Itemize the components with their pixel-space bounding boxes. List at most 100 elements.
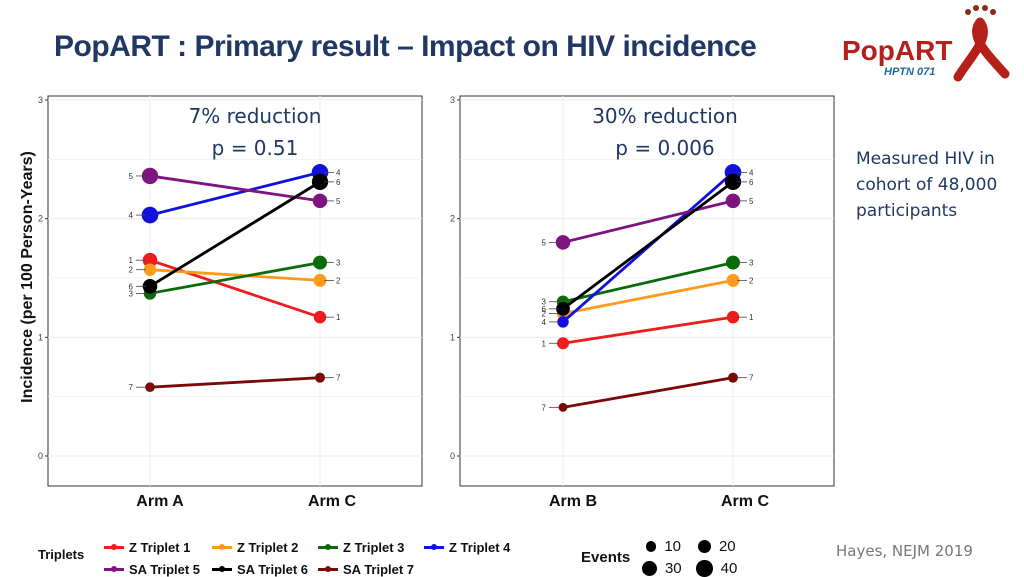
legend-swatch — [212, 544, 232, 550]
plot-frame — [47, 95, 423, 487]
x-category-label: Arm C — [721, 493, 769, 510]
legend-label: Z Triplet 4 — [449, 540, 511, 555]
data-label: 6 — [129, 282, 134, 291]
data-label: 3 — [336, 259, 341, 268]
series-line — [562, 171, 734, 323]
series-line — [149, 261, 321, 295]
data-label: 3 — [542, 298, 547, 307]
events-size-dot — [642, 561, 657, 576]
legend-item: Z Triplet 4 — [424, 540, 510, 555]
data-label: 7 — [336, 374, 341, 383]
data-label: 7 — [749, 374, 754, 383]
data-point — [558, 402, 568, 412]
legend-label: SA Triplet 5 — [129, 562, 201, 577]
x-category-label: Arm B — [549, 493, 597, 510]
data-point — [143, 263, 157, 276]
data-point — [557, 337, 569, 350]
logo-text: PopART — [842, 35, 952, 66]
data-point — [313, 310, 327, 324]
series-line — [562, 376, 734, 409]
y-tick-label: 1 — [450, 332, 455, 342]
series-line — [562, 278, 734, 315]
data-label: 5 — [336, 197, 341, 206]
data-label: 4 — [336, 168, 341, 177]
data-point — [555, 235, 571, 250]
data-point — [557, 316, 569, 328]
annotation-text: 7% reduction — [189, 104, 322, 128]
data-label: 4 — [129, 211, 134, 220]
data-label: 4 — [542, 318, 547, 327]
data-label: 7 — [129, 383, 134, 392]
data-label: 7 — [542, 403, 547, 412]
events-legend-item: 40 — [696, 560, 737, 577]
y-tick-label: 2 — [450, 214, 455, 224]
legend-item: Z Triplet 3 — [318, 540, 404, 555]
citation: Hayes, NEJM 2019 — [836, 542, 973, 560]
legend-swatch — [318, 544, 338, 550]
series-line — [562, 315, 734, 345]
data-point — [141, 167, 159, 185]
annotation-text: p = 0.51 — [212, 136, 299, 160]
data-point — [725, 193, 741, 209]
data-point — [728, 372, 738, 383]
data-point — [726, 310, 740, 324]
legend-title: Triplets — [38, 547, 85, 562]
y-tick-label: 2 — [38, 214, 43, 224]
data-label: 5 — [749, 197, 754, 206]
data-point — [313, 273, 327, 287]
chart-panel-2: 0 1 2 3 Arm B Arm C 30% reduction p = 0.006 1 1 2 2… — [450, 95, 835, 510]
legend-item: Z Triplet 2 — [212, 540, 298, 555]
plot-frame — [459, 95, 835, 487]
series-line — [149, 376, 321, 389]
data-point — [145, 382, 155, 393]
legend-swatch — [318, 566, 338, 572]
data-point — [556, 301, 570, 316]
events-legend-title: Events — [581, 549, 631, 566]
events-legend-item: 30 — [642, 560, 682, 577]
data-label: 2 — [749, 276, 754, 285]
data-point — [724, 173, 742, 191]
data-label: 1 — [542, 339, 547, 348]
series-line — [149, 180, 321, 288]
data-label: 2 — [129, 266, 134, 275]
series-line — [562, 180, 734, 310]
series-line — [562, 199, 734, 244]
data-point — [726, 273, 740, 287]
legend-item: SA Triplet 7 — [318, 562, 414, 577]
y-tick-label: 1 — [38, 332, 43, 342]
data-point — [315, 372, 325, 383]
logo-subtext: HPTN 071 — [884, 66, 935, 78]
data-label: 1 — [129, 256, 134, 265]
legend-swatch — [424, 544, 444, 550]
data-label: 3 — [129, 289, 134, 298]
events-legend-item: 10 — [646, 538, 681, 555]
legend-label: SA Triplet 6 — [237, 562, 309, 577]
legend-swatch — [104, 544, 124, 550]
y-tick-label: 0 — [450, 451, 455, 461]
legend-label: Z Triplet 2 — [237, 540, 299, 555]
events-legend-label: 20 — [718, 538, 736, 555]
legend-item: Z Triplet 1 — [104, 540, 190, 555]
events-size-dot — [696, 560, 713, 577]
x-category-label: Arm A — [136, 493, 184, 510]
data-point — [142, 252, 158, 268]
data-label: 3 — [749, 259, 754, 268]
events-legend-label: 30 — [664, 560, 682, 577]
events-legend-label: 40 — [720, 560, 738, 577]
data-label: 1 — [749, 313, 754, 322]
events-size-dot — [698, 540, 711, 553]
data-label: 6 — [749, 178, 754, 187]
data-label: 5 — [129, 172, 134, 181]
events-size-dot — [646, 541, 657, 552]
legend-swatch — [212, 566, 232, 572]
y-tick-label: 0 — [38, 451, 43, 461]
events-legend-item: 20 — [698, 538, 736, 555]
data-point — [312, 193, 328, 209]
legend-label: SA Triplet 7 — [343, 562, 415, 577]
data-point — [726, 255, 740, 270]
x-category-label: Arm C — [308, 493, 356, 510]
data-label: 1 — [336, 313, 341, 322]
data-label: 2 — [336, 276, 341, 285]
